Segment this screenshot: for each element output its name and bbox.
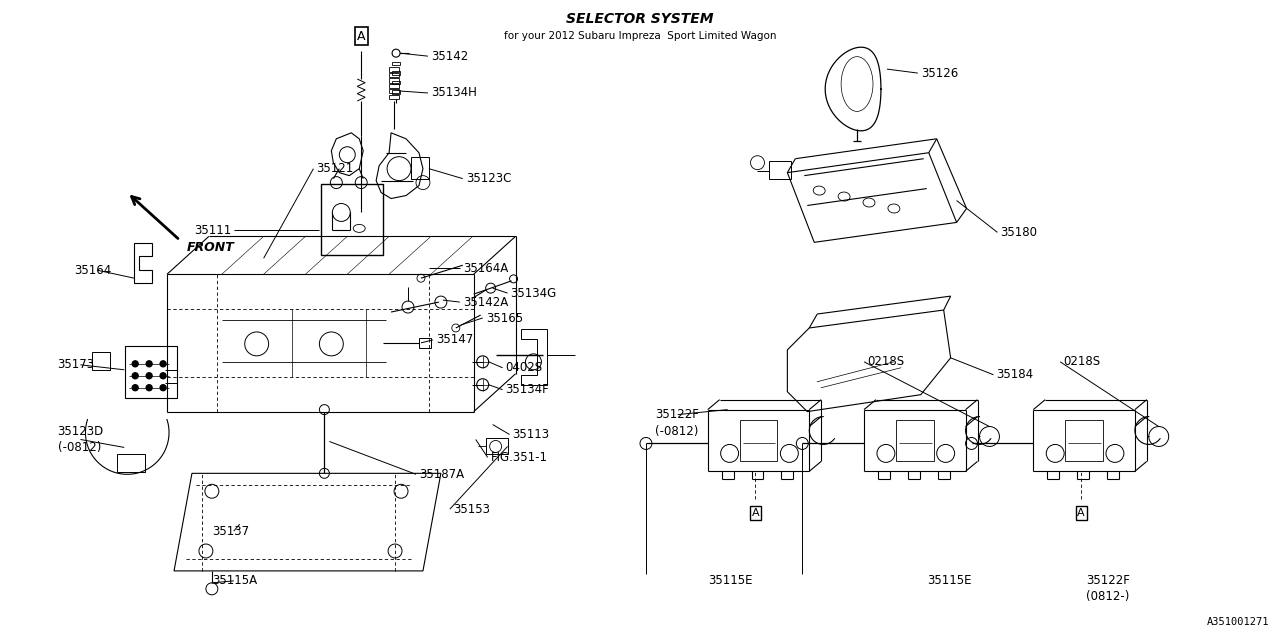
- Circle shape: [146, 361, 152, 367]
- Text: A: A: [1078, 508, 1085, 518]
- Text: (-0812): (-0812): [655, 425, 699, 438]
- Text: 35111: 35111: [195, 224, 232, 237]
- Text: A351001271: A351001271: [1207, 617, 1270, 627]
- Text: 35126: 35126: [920, 67, 957, 79]
- Text: 35115A: 35115A: [212, 574, 257, 588]
- Text: 35147: 35147: [436, 333, 474, 346]
- Text: 35113: 35113: [512, 428, 549, 441]
- Text: 35153: 35153: [453, 502, 490, 516]
- Bar: [389, 84, 399, 88]
- Bar: [389, 67, 399, 72]
- Bar: [389, 78, 399, 83]
- Text: 0402S: 0402S: [506, 362, 543, 374]
- Bar: [392, 90, 401, 94]
- Text: 35123D: 35123D: [58, 425, 104, 438]
- Text: 35123C: 35123C: [466, 172, 511, 185]
- Circle shape: [146, 372, 152, 379]
- Text: (0812-): (0812-): [1085, 590, 1129, 604]
- Text: 35184: 35184: [996, 368, 1033, 381]
- Bar: [125, 346, 177, 397]
- Text: 35165: 35165: [485, 312, 522, 324]
- Text: 35134G: 35134G: [511, 287, 557, 300]
- Text: 35115E: 35115E: [708, 574, 753, 588]
- Text: SELECTOR SYSTEM: SELECTOR SYSTEM: [566, 12, 714, 26]
- Bar: [485, 438, 508, 454]
- Text: 35164: 35164: [74, 264, 111, 276]
- Bar: [740, 420, 777, 461]
- Bar: [92, 352, 110, 370]
- Circle shape: [160, 372, 166, 379]
- Bar: [1065, 420, 1103, 461]
- Text: 35121: 35121: [316, 162, 353, 175]
- Bar: [896, 420, 933, 461]
- Text: 35173: 35173: [58, 358, 95, 371]
- Text: A: A: [357, 29, 366, 43]
- Bar: [392, 71, 401, 75]
- Circle shape: [392, 49, 401, 57]
- Text: 35180: 35180: [1001, 226, 1037, 239]
- Bar: [411, 157, 429, 179]
- Text: 35134H: 35134H: [431, 86, 476, 99]
- Bar: [392, 81, 401, 84]
- Text: for your 2012 Subaru Impreza  Sport Limited Wagon: for your 2012 Subaru Impreza Sport Limit…: [504, 31, 776, 41]
- Bar: [419, 338, 431, 348]
- Bar: [769, 161, 791, 179]
- Bar: [389, 73, 399, 77]
- Text: FRONT: FRONT: [187, 241, 234, 254]
- Text: 35137: 35137: [212, 525, 250, 538]
- Text: 35164A: 35164A: [463, 262, 508, 275]
- Circle shape: [132, 372, 138, 379]
- Bar: [389, 90, 399, 93]
- Circle shape: [160, 361, 166, 367]
- Circle shape: [146, 385, 152, 390]
- Circle shape: [132, 385, 138, 390]
- Text: (-0812): (-0812): [58, 441, 101, 454]
- Text: A: A: [751, 508, 759, 518]
- Bar: [392, 61, 401, 65]
- Text: 0218S: 0218S: [867, 355, 904, 368]
- Text: 35122F: 35122F: [655, 408, 699, 421]
- Text: 35142: 35142: [431, 50, 468, 63]
- Text: 35187A: 35187A: [419, 468, 465, 481]
- Text: 35142A: 35142A: [463, 296, 508, 308]
- Text: 35134F: 35134F: [506, 383, 549, 396]
- Text: 35122F: 35122F: [1085, 574, 1130, 588]
- Text: 35115E: 35115E: [927, 574, 972, 588]
- Circle shape: [160, 385, 166, 390]
- Circle shape: [132, 361, 138, 367]
- Bar: [321, 184, 383, 255]
- Text: 0218S: 0218S: [1064, 355, 1101, 368]
- Text: FIG.351-1: FIG.351-1: [490, 451, 548, 464]
- Bar: [389, 95, 399, 99]
- Bar: [118, 454, 145, 472]
